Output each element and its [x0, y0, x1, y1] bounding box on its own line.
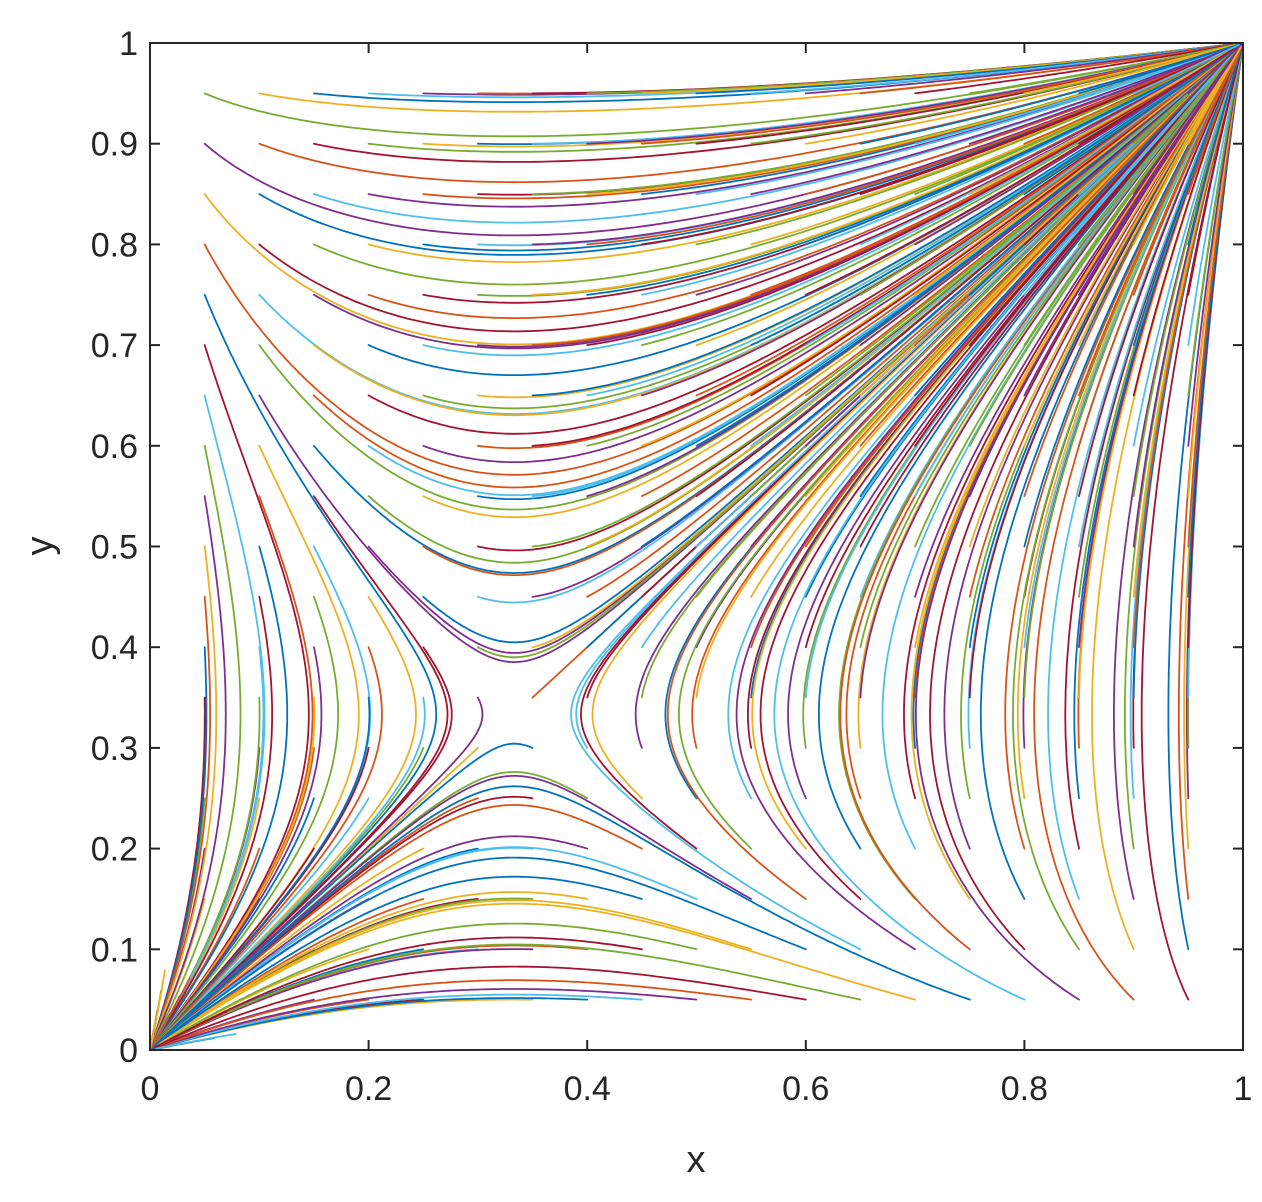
x-tick-label: 0.2	[345, 1070, 392, 1108]
y-axis-label: y	[19, 537, 61, 556]
y-tick-label: 0	[119, 1032, 138, 1070]
x-tick-label: 0.4	[564, 1070, 611, 1108]
trajectory-line	[1132, 43, 1242, 95]
trajectory-layer	[150, 43, 1243, 1050]
y-tick-label: 0.1	[91, 931, 138, 969]
y-tick-label: 0.2	[91, 831, 138, 869]
y-tick-label: 0.5	[91, 529, 138, 567]
x-tick-label: 1	[1234, 1070, 1253, 1108]
y-tick-label: 0.4	[91, 629, 138, 667]
x-tick-label: 0.8	[1001, 1070, 1048, 1108]
axes-frame	[149, 42, 1244, 1051]
y-tick-label: 0.6	[91, 428, 138, 466]
y-tick-label: 0.7	[91, 327, 138, 365]
trajectory-line	[151, 1033, 237, 1050]
x-tick-label: 0	[141, 1070, 160, 1108]
y-tick-label: 0.3	[91, 730, 138, 768]
tick-layer: 0 0.2 0.4 0.6 0.8 1 0 0.1 0.2 0.3 0.4 0.5 0.6 0.7 0.8 0…	[91, 25, 1253, 1108]
x-axis-label: x	[687, 1139, 706, 1181]
y-tick-label: 0.9	[91, 126, 138, 164]
y-tick-label: 1	[119, 25, 138, 63]
x-tick-label: 0.6	[782, 1070, 829, 1108]
trajectory-line	[1187, 43, 1243, 145]
trajectory-line	[150, 969, 166, 1049]
y-tick-label: 0.8	[91, 226, 138, 264]
trajectory-line	[1187, 43, 1243, 95]
trajectory-line	[150, 977, 191, 1050]
